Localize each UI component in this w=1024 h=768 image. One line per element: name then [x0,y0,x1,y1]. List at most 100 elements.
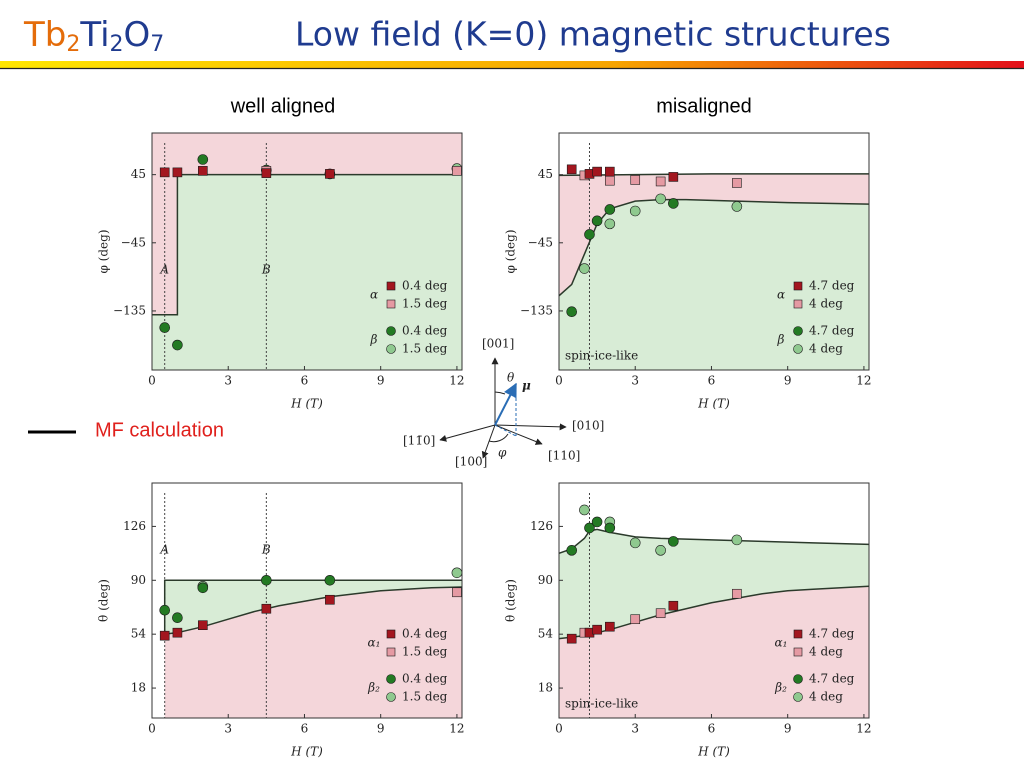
point [732,588,742,599]
angle-label: φ [498,446,507,460]
y-tick-label: −45 [121,235,146,249]
axis-arrow [439,424,496,442]
y-tick-label: 54 [538,627,554,641]
region-fill [559,199,869,370]
guide-label: B [261,263,271,277]
legend-symbol [793,647,803,657]
plot-area [559,143,869,370]
legend-symbol [386,647,396,657]
point [566,633,577,644]
frame [558,132,870,371]
plot-area [152,133,462,370]
x-tick-label: 6 [708,722,716,736]
charts: A B 0 3 6 9 12 −135 −45 45 H (T) φ (deg) α 0.4 deg 1.5… [97,132,872,759]
y-tick-label: 126 [123,519,146,533]
point [197,154,209,165]
legend-label: 1.5 deg [402,645,448,659]
point [197,582,209,594]
point [566,306,578,317]
point [605,175,615,186]
point [452,166,462,176]
formula-part: Ti [79,15,109,55]
point [591,215,603,227]
legend-label: 0.4 deg [402,627,448,641]
y-tick-label: 126 [530,519,553,533]
region-fill [559,529,869,639]
point [325,169,335,179]
chart: 0 3 6 9 12 18 54 90 126 H (T) θ (deg) spin-ice-like… [504,482,872,759]
mf-curve [559,528,869,555]
x-tick-label: 9 [784,374,792,388]
point [668,600,679,611]
angle-arc [488,433,509,443]
point [668,536,679,547]
legend-group: β [777,333,785,347]
axis-label: [001] [482,337,514,351]
x-tick-label: 9 [377,722,385,736]
angle-label: θ [507,371,515,385]
point [584,522,595,534]
point [172,627,183,638]
x-tick-label: 12 [856,722,871,736]
x-tick-label: 0 [148,374,156,388]
formula-sub: 2 [110,32,124,57]
y-tick-label: 18 [538,681,553,695]
frame [558,482,870,719]
legend-group: α₁ [775,636,788,650]
y-axis-label: θ (deg) [97,579,111,622]
frame [151,482,463,719]
legend-symbol [386,629,396,639]
axis-label: [100] [455,455,487,469]
region-fill [152,133,462,315]
x-tick-label: 3 [631,722,639,736]
point [592,624,602,635]
axis-label: [110] [548,449,580,463]
column-heading: misaligned [656,95,752,117]
point [605,621,615,632]
legend-symbol [793,299,803,309]
y-tick-label: 54 [131,627,147,641]
axis-label: [11̄0] [403,434,435,448]
legend-label: MF calculation [95,419,224,441]
point [655,545,666,556]
y-tick-label: 90 [131,573,146,587]
formula: Tb2Ti2O7 [23,15,164,58]
title-bar [0,61,1024,68]
y-axis-label: θ (deg) [504,579,518,622]
point [452,587,462,598]
legend-symbol [386,692,396,702]
legend-symbol [793,281,803,291]
legend-group: α₁ [368,636,381,650]
mf-curve [559,198,869,297]
y-tick-label: 45 [538,167,553,181]
formula-sub: 2 [66,32,80,57]
legend-label: 0.4 deg [402,279,448,293]
legend-label: 0.4 deg [402,324,448,338]
point [172,339,183,351]
x-tick-label: 9 [377,374,385,388]
x-axis-label: H (T) [697,745,730,759]
point [172,612,183,624]
legend-label: 4.7 deg [809,324,855,338]
point [159,167,170,178]
point [605,166,615,177]
axis-arrow [494,424,543,445]
point [629,205,641,217]
x-tick-label: 3 [631,374,639,388]
guide-label: A [159,543,169,557]
point [629,537,641,549]
plot-area [559,493,869,718]
point [159,630,170,641]
mf-curve [152,173,462,316]
region-fill [559,586,869,718]
legend-label: 4 deg [809,342,843,356]
x-tick-label: 12 [449,722,464,736]
point [198,620,208,630]
x-axis-label: H (T) [290,745,323,759]
point [604,204,616,215]
point [591,516,603,528]
y-tick-label: −45 [528,235,553,249]
y-tick-label: −135 [520,303,553,317]
legend-label: 4 deg [809,297,843,311]
